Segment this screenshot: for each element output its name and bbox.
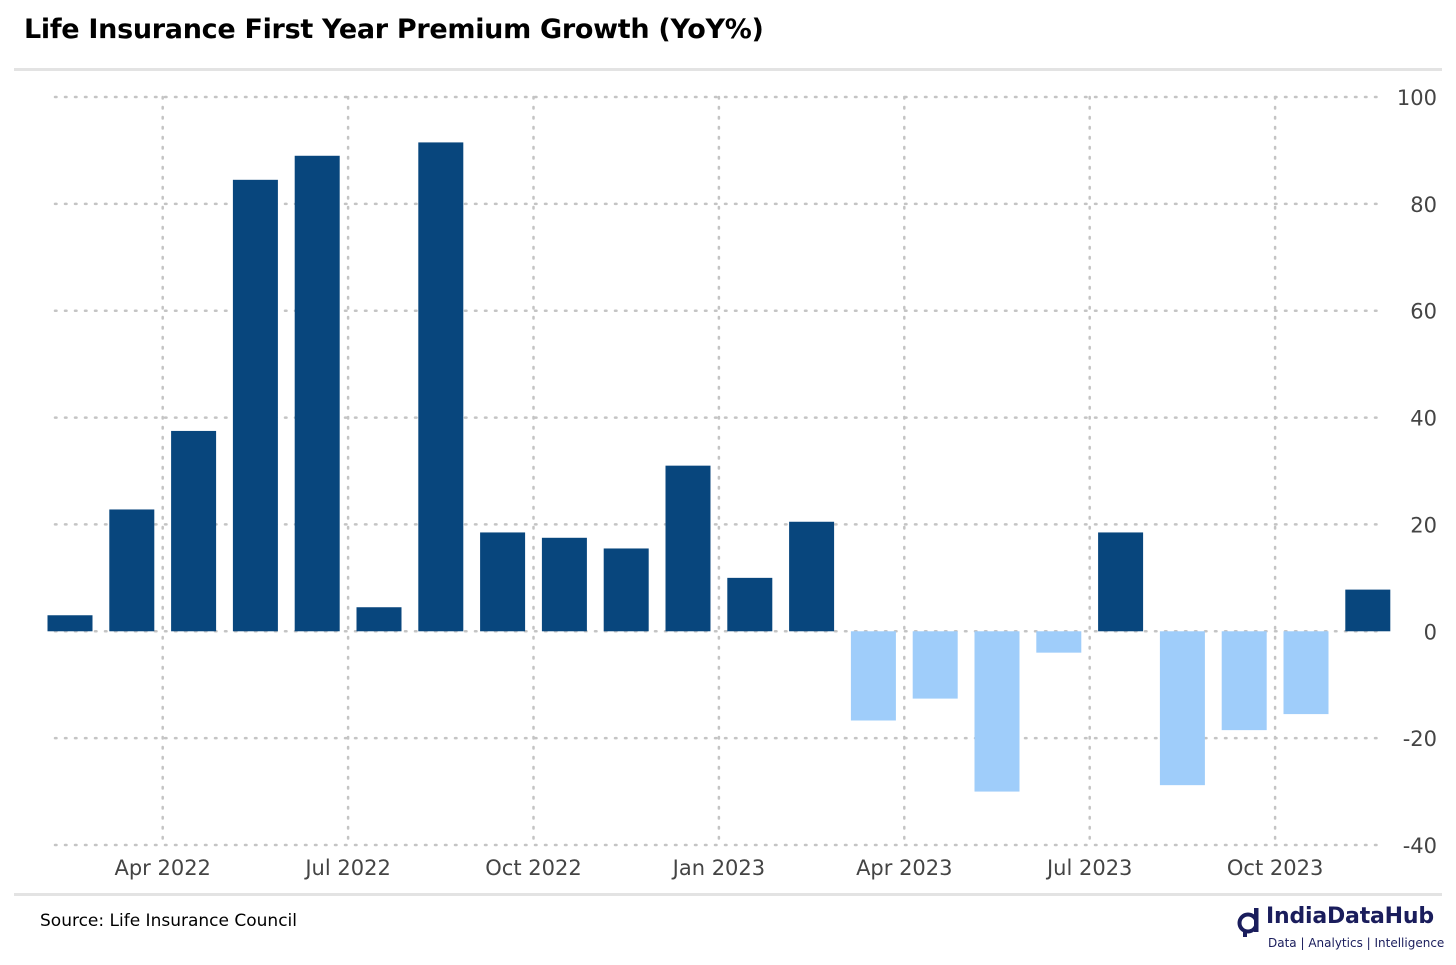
y-tick-label: -40 [1403, 834, 1437, 858]
y-tick-label: 60 [1410, 300, 1437, 324]
y-tick-label: 20 [1410, 513, 1437, 537]
bar: Oct 2023: -15.5 [1283, 631, 1329, 715]
y-tick-label: 80 [1410, 193, 1437, 217]
brand-name: IndiaDataHub [1266, 904, 1434, 929]
bar: Mar 2022: 22.8 [109, 509, 155, 632]
y-tick-label: -20 [1403, 727, 1437, 751]
brand-logo: IndiaDataHub Data | Analytics | Intellig… [1236, 904, 1448, 956]
bar: Nov 2022: 15.5 [603, 548, 649, 632]
top-divider [14, 68, 1442, 71]
axis-labels: 100 80 60 40 20 0 -20 -40 Apr 2022 Jul 2022 Oct 20… [114, 86, 1437, 880]
brand-mark-icon [1237, 908, 1259, 937]
x-tick-label: Apr 2022 [114, 856, 210, 880]
bar: Dec 2022: 31 [665, 465, 711, 632]
bar: Apr 2022: 37.5 [171, 430, 217, 632]
bar: Apr 2023: -12.6 [912, 631, 958, 699]
bar: Jan 2023: 10 [727, 577, 773, 632]
x-tick-label: Apr 2023 [856, 856, 952, 880]
bars: Feb 2022: 3 Mar 2022: 22.8 Apr 2022: 37.5 M… [47, 142, 1391, 792]
bar: Aug 2023: -28.8 [1159, 631, 1205, 786]
source-note: Source: Life Insurance Council [40, 911, 297, 931]
bar: Mar 2023: -16.7 [850, 631, 896, 721]
x-tick-label: Jan 2023 [671, 856, 766, 880]
x-tick-label: Oct 2023 [1227, 856, 1323, 880]
bar: Jul 2023: 18.5 [1098, 532, 1144, 632]
bar: Jun 2023: -4 [1036, 631, 1082, 653]
bar-chart: Feb 2022: 3 Mar 2022: 22.8 Apr 2022: 37.5 M… [47, 86, 1437, 880]
bar: Feb 2023: 20.5 [789, 521, 835, 632]
bar: Oct 2022: 17.5 [541, 537, 587, 632]
chart-title: Life Insurance First Year Premium Growth… [24, 14, 764, 45]
bar: May 2022: 84.5 [232, 179, 278, 632]
y-tick-label: 40 [1410, 407, 1437, 431]
bar: May 2023: -30 [974, 631, 1020, 792]
bottom-divider [14, 893, 1442, 896]
x-tick-label: Oct 2022 [485, 856, 581, 880]
y-tick-label: 100 [1397, 86, 1437, 110]
bar: Aug 2022: 91.5 [418, 142, 464, 632]
x-tick-label: Jul 2023 [1045, 856, 1132, 880]
bar: Nov 2023: 7.8 [1345, 589, 1391, 632]
bar: Jun 2022: 89 [294, 155, 340, 632]
bar: Jul 2022: 4.5 [356, 607, 402, 632]
x-tick-label: Jul 2022 [303, 856, 390, 880]
brand-tagline: Data | Analytics | Intelligence [1268, 936, 1445, 950]
y-tick-label: 0 [1424, 620, 1437, 644]
bar: Feb 2022: 3 [47, 615, 93, 632]
bar: Sep 2023: -18.5 [1221, 631, 1267, 731]
bar: Sep 2022: 18.5 [480, 532, 526, 632]
